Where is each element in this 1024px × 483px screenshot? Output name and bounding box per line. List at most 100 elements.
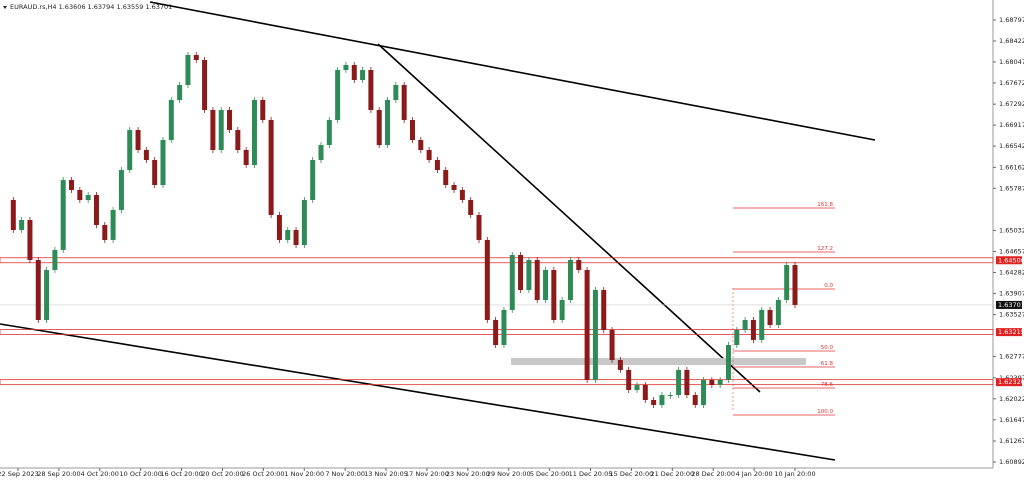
candle [609, 329, 615, 361]
candle [659, 395, 665, 405]
candle [584, 269, 590, 380]
candle [202, 59, 208, 111]
candle [559, 300, 565, 320]
candle [784, 265, 790, 301]
candle [185, 55, 191, 85]
fib-label: 50.0 [821, 345, 834, 351]
candle [518, 255, 524, 291]
candle [601, 290, 607, 330]
fib-label: 0.0 [824, 283, 833, 289]
x-tick-label: 10 Jan 20:00 [774, 470, 815, 478]
x-tick-label: 15 Dec 20:00 [610, 470, 654, 478]
candle [168, 100, 174, 140]
candle [335, 69, 341, 120]
candle [343, 65, 349, 70]
x-tick-label: 7 Nov 20:00 [325, 470, 365, 478]
current-price-label: 1.63701 [998, 301, 1024, 309]
candle [742, 319, 748, 330]
fib-label: 127.2 [817, 246, 833, 252]
x-tick-label: 10 Oct 20:00 [119, 470, 161, 478]
candle [626, 369, 632, 390]
x-tick-label: 28 Sep 20:00 [37, 470, 80, 478]
y-tick-label: 1.67672 [999, 79, 1024, 87]
trend-line [0, 323, 836, 461]
candle [285, 230, 291, 240]
candle [193, 55, 199, 60]
candle [310, 160, 316, 200]
candle [27, 220, 33, 260]
candle [484, 239, 490, 320]
candle [210, 110, 216, 150]
candle [251, 100, 257, 165]
candle [368, 69, 374, 111]
candle [634, 385, 640, 390]
candle [177, 84, 183, 101]
candle [77, 189, 83, 200]
y-tick-label: 1.63907 [999, 289, 1024, 297]
candle [592, 290, 598, 380]
y-tick-label: 1.66542 [999, 142, 1024, 150]
candle [35, 259, 41, 320]
fib-label: 100.0 [817, 409, 833, 415]
candle [227, 110, 233, 130]
candle [326, 119, 332, 146]
candle [218, 110, 224, 150]
candle [44, 269, 50, 320]
y-tick-label: 1.63527 [999, 311, 1024, 319]
candle [426, 150, 432, 161]
trend-line [149, 1, 876, 141]
candle [543, 269, 549, 301]
candle [468, 199, 474, 215]
candle [93, 195, 99, 225]
y-tick-label: 1.64282 [999, 268, 1024, 276]
candle [651, 399, 657, 405]
candle [418, 139, 424, 150]
candle [501, 309, 507, 346]
x-tick-label: 28 Dec 20:00 [691, 470, 735, 478]
y-tick-label: 1.65787 [999, 184, 1024, 192]
candle [351, 65, 357, 80]
x-tick-label: 26 Oct 20:00 [242, 470, 284, 478]
candle [567, 259, 573, 301]
x-tick-label: 4 Jan 20:00 [736, 470, 773, 478]
y-tick-label: 1.60892 [999, 458, 1024, 466]
candle [642, 385, 648, 400]
candle [235, 129, 241, 150]
y-tick-label: 1.67292 [999, 100, 1024, 108]
candle [102, 224, 108, 240]
candle [775, 300, 781, 326]
candle [676, 369, 682, 396]
y-tick-label: 1.64657 [999, 247, 1024, 255]
y-tick-label: 1.66917 [999, 121, 1024, 129]
candle [143, 150, 149, 161]
fib-label: 61.8 [821, 361, 834, 367]
menu-arrow [3, 6, 7, 9]
candle [118, 170, 124, 210]
level-band [0, 257, 994, 264]
candle [767, 309, 773, 326]
x-tick-label: 21 Dec 20:00 [650, 470, 694, 478]
level-label: 1.63215 [998, 328, 1024, 336]
candle [135, 129, 141, 150]
x-tick-label: 13 Nov 20:05 [364, 470, 408, 478]
y-tick-label: 1.62397 [999, 374, 1024, 382]
x-tick-label: 29 Nov 20:00 [487, 470, 531, 478]
candle [434, 160, 440, 171]
x-tick-label: 4 Oct 20:00 [81, 470, 119, 478]
y-tick-label: 1.68047 [999, 58, 1024, 66]
x-tick-label: 5 Dec 20:00 [530, 470, 570, 478]
candle [701, 379, 707, 405]
candle [534, 259, 540, 301]
candle [268, 119, 274, 215]
support-zone [511, 358, 806, 365]
candle [376, 110, 382, 146]
candle [276, 214, 282, 240]
x-tick-label: 22 Sep 2023 [0, 470, 39, 478]
candle [60, 179, 66, 250]
candle [293, 230, 299, 245]
candle [360, 69, 366, 80]
level-label: 1.62320 [998, 378, 1024, 386]
candle [160, 139, 166, 186]
y-tick-label: 1.66162 [999, 163, 1024, 171]
candle [725, 345, 731, 380]
